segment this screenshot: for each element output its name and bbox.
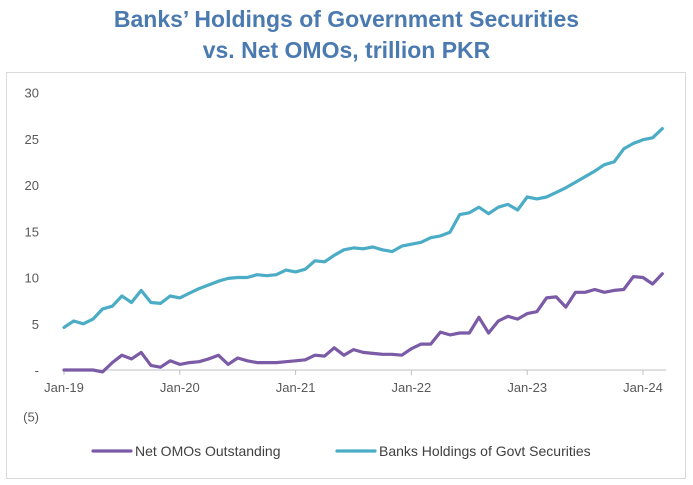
series-line-2 xyxy=(62,126,664,329)
y-tick-label: 10 xyxy=(25,271,39,286)
x-tick-label: Jan-24 xyxy=(623,380,663,395)
x-tick-label: Jan-19 xyxy=(44,380,84,395)
y-tick-label: 25 xyxy=(25,132,39,147)
y-tick-label: (5) xyxy=(23,409,39,424)
y-tick-label: 20 xyxy=(25,178,39,193)
chart-frame: (5) - 5 10 15 20 25 30 Jan-19 Jan-20 Jan-21 Jan-22 J… xyxy=(6,72,686,479)
series-line-1 xyxy=(62,272,664,374)
line-chart: (5) - 5 10 15 20 25 30 Jan-19 Jan-20 Jan-21 Jan-22 J… xyxy=(23,86,667,459)
x-tick-label: Jan-23 xyxy=(507,380,547,395)
chart-title-line-1: Banks’ Holdings of Government Securities xyxy=(113,6,580,32)
y-tick-label: 30 xyxy=(25,86,39,101)
chart-title: Banks’ Holdings of Government Securities… xyxy=(0,4,693,66)
legend-label-1: Net OMOs Outstanding xyxy=(135,443,281,459)
chart-title-line-2: vs. Net OMOs, trillion PKR xyxy=(202,37,491,63)
y-tick-label: - xyxy=(35,363,39,378)
legend-label-2: Banks Holdings of Govt Securities xyxy=(379,443,591,459)
x-tick-label: Jan-20 xyxy=(160,380,200,395)
y-tick-label: 5 xyxy=(32,317,39,332)
x-tick-label: Jan-21 xyxy=(276,380,316,395)
x-tick-label: Jan-22 xyxy=(392,380,432,395)
y-tick-label: 15 xyxy=(25,224,39,239)
